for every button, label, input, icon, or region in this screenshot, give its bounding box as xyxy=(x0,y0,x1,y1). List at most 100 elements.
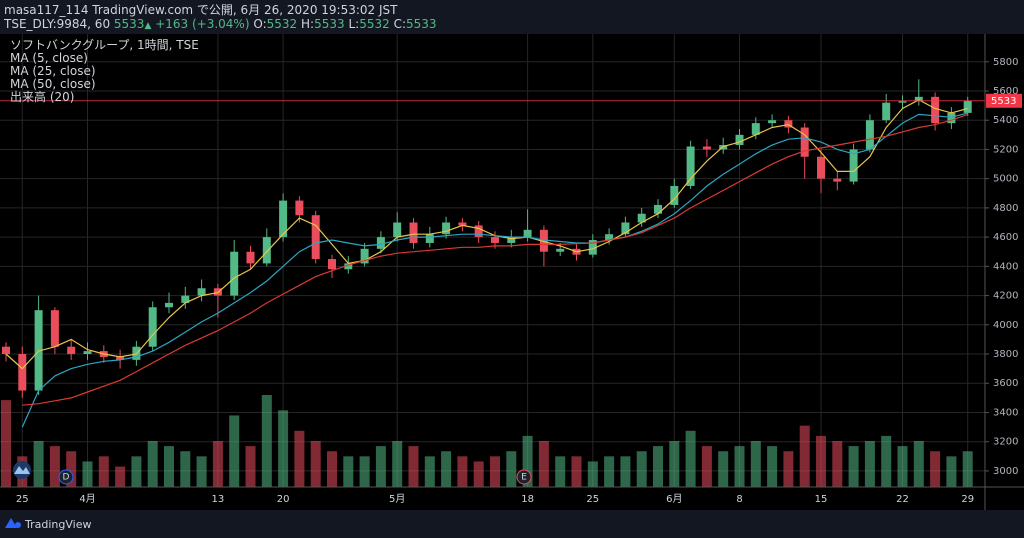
candle-body xyxy=(849,149,858,182)
high-value: 5533 xyxy=(314,17,345,31)
y-tick-label: 4400 xyxy=(993,261,1018,272)
quote-line: TSE_DLY:9984, 60 5533▲ +163 (+3.04%) O:5… xyxy=(4,18,437,33)
open-label: O: xyxy=(253,17,267,31)
volume-bar xyxy=(327,451,337,487)
y-tick-label: 5800 xyxy=(993,57,1018,68)
change: +163 (+3.04%) xyxy=(155,17,250,31)
volume-bar xyxy=(164,446,174,487)
volume-bar xyxy=(587,461,598,487)
candle-body xyxy=(800,127,809,157)
close-label: C: xyxy=(393,17,406,31)
x-tick-label: 29 xyxy=(961,494,974,505)
volume-bar xyxy=(441,451,452,487)
x-tick-label: 4月 xyxy=(79,493,95,505)
candle-body xyxy=(181,295,190,303)
up-arrow: ▲ xyxy=(144,21,152,31)
volume-bar xyxy=(620,456,631,487)
volume-bar xyxy=(131,456,142,487)
volume-bar xyxy=(115,466,126,487)
candle-body xyxy=(442,222,451,235)
x-tick-label: 25 xyxy=(16,494,29,505)
chart-title: ソフトバンクグループ, 1時間, TSE xyxy=(10,38,199,52)
last-price-label: 5533 xyxy=(991,96,1016,107)
volume-bar xyxy=(522,435,533,487)
volume-bar xyxy=(392,441,403,487)
candle-body xyxy=(344,263,353,270)
candle-body xyxy=(311,215,320,260)
candle-body xyxy=(328,259,336,270)
x-tick-label: 5月 xyxy=(389,493,405,505)
candle-body xyxy=(409,222,418,243)
volume-bar xyxy=(864,441,875,487)
x-tick-label: 22 xyxy=(896,494,909,505)
last-price: 5533 xyxy=(113,17,145,31)
y-tick-label: 5200 xyxy=(993,144,1018,155)
candle-body xyxy=(197,288,206,296)
candle-body xyxy=(637,213,646,223)
volume-bar xyxy=(98,456,109,487)
header-bg xyxy=(0,0,1024,34)
volume-bar xyxy=(653,446,663,487)
dividend-marker[interactable]: D xyxy=(58,469,74,485)
volume-bar xyxy=(783,451,794,487)
legend-entry[interactable]: MA (50, close) xyxy=(10,77,96,91)
low-value: 5532 xyxy=(359,17,390,31)
candle-body xyxy=(2,346,10,355)
marker-icon xyxy=(14,466,30,474)
volume-bar xyxy=(538,441,549,487)
marker-label: D xyxy=(63,473,70,483)
volume-bar xyxy=(506,451,517,487)
volume-bar xyxy=(930,451,941,487)
candle-body xyxy=(556,248,565,252)
candle-body xyxy=(931,96,940,124)
volume-bar xyxy=(897,446,908,487)
ma-line xyxy=(21,112,968,428)
candle-body xyxy=(165,302,173,308)
candle-body xyxy=(148,307,157,347)
x-tick-label: 15 xyxy=(815,494,828,505)
publisher-line: masa117_114 TradingView.com で公開, 6月 26, … xyxy=(4,4,397,17)
candle-body xyxy=(784,120,793,128)
volume-bar xyxy=(180,451,191,487)
candle-body xyxy=(230,251,239,296)
volume-bar xyxy=(245,446,256,487)
candle-body xyxy=(507,237,516,243)
volume-bar xyxy=(913,441,924,487)
volume-bar xyxy=(82,461,93,487)
volume-bar xyxy=(33,441,44,487)
candle-body xyxy=(393,222,402,238)
candle-body xyxy=(425,234,434,243)
marker-circle xyxy=(516,469,532,485)
candle-body xyxy=(262,237,271,264)
volume-bar xyxy=(669,441,680,487)
candle-body xyxy=(279,200,288,238)
candle-body xyxy=(474,225,483,238)
legend-entry[interactable]: MA (25, close) xyxy=(10,64,96,78)
brand-name[interactable]: TradingView xyxy=(24,518,91,531)
candle-body xyxy=(295,200,304,216)
volume-bar xyxy=(457,456,468,487)
y-tick-label: 5600 xyxy=(993,86,1018,97)
volume-bar xyxy=(571,456,582,487)
legend-entry[interactable]: 出来高 (20) xyxy=(10,90,75,104)
volume-bar xyxy=(278,410,289,487)
ma-line xyxy=(22,113,968,406)
volume-bar xyxy=(49,446,60,487)
candle-body xyxy=(751,123,760,135)
earnings-marker[interactable]: E xyxy=(516,469,532,485)
volume-bar xyxy=(799,425,810,487)
candle-body xyxy=(670,185,679,205)
y-tick-label: 4800 xyxy=(993,203,1018,214)
candle-body xyxy=(947,112,956,124)
legend-entry[interactable]: MA (5, close) xyxy=(10,51,88,65)
candle-body xyxy=(34,310,43,391)
high-label: H: xyxy=(301,17,315,31)
candle-body xyxy=(882,102,891,121)
brand-logo-dot xyxy=(15,522,21,528)
open-value: 5532 xyxy=(266,17,298,31)
x-tick-label: 20 xyxy=(277,494,290,505)
candle-body xyxy=(588,240,597,255)
candle-body xyxy=(246,251,255,264)
candle-body xyxy=(621,222,630,235)
split-marker[interactable] xyxy=(13,461,31,479)
